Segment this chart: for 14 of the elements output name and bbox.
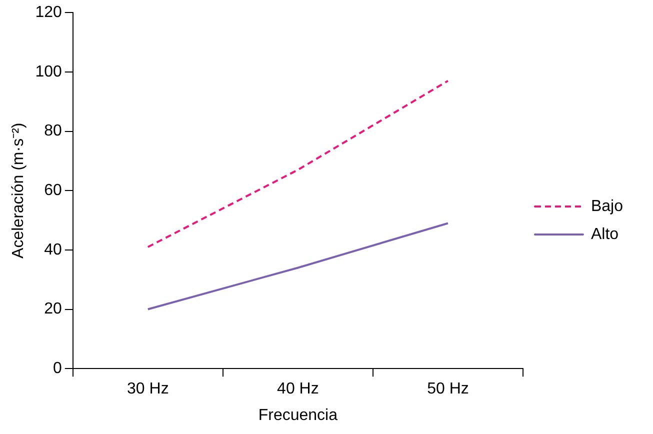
y-tick-label: 100 <box>35 63 62 80</box>
x-tick-label: 40 Hz <box>277 380 319 398</box>
x-axis-title: Frecuencia <box>258 406 338 424</box>
y-tick-label: 120 <box>35 4 62 22</box>
y-tick-label: 60 <box>44 182 62 200</box>
x-tick-label: 30 Hz <box>127 380 169 398</box>
y-tick-label: 80 <box>44 122 62 140</box>
y-tick-label: 20 <box>44 300 62 318</box>
y-tick-label: 40 <box>44 241 62 258</box>
x-tick-label: 50 Hz <box>427 380 469 398</box>
legend-label: Alto <box>590 226 619 243</box>
y-tick-label: 0 <box>52 360 62 378</box>
y-axis-title: Aceleración (m·s⁻²) <box>10 122 28 258</box>
legend-label: Bajo <box>590 198 624 215</box>
